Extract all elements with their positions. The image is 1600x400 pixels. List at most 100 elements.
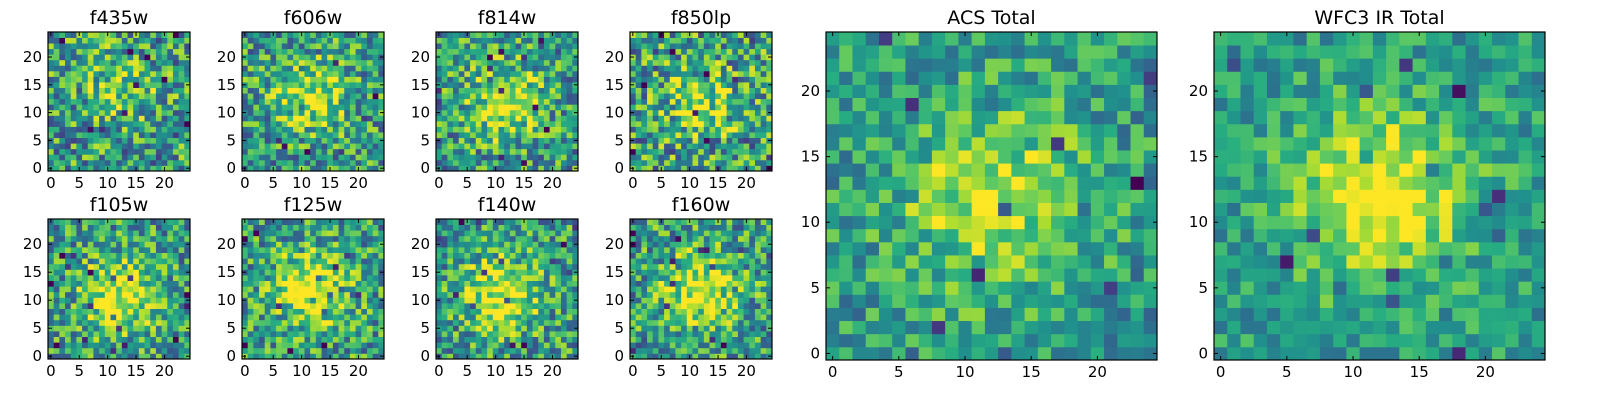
heatmap-cell — [315, 252, 322, 259]
heatmap-cell — [332, 342, 339, 349]
heatmap-cell — [259, 48, 266, 55]
heatmap-cell — [242, 308, 249, 315]
heatmap-cell — [247, 286, 254, 293]
heatmap-cell — [692, 336, 699, 343]
heatmap-cell — [504, 280, 511, 287]
heatmap-cell — [361, 291, 368, 298]
heatmap-cell — [566, 258, 573, 265]
heatmap-cell — [566, 230, 573, 237]
heatmap-cell — [76, 54, 83, 61]
heatmap-cell — [635, 104, 642, 111]
heatmap-cell — [99, 65, 106, 72]
heatmap-cell — [349, 115, 356, 122]
heatmap-cell — [658, 70, 665, 77]
heatmap-cell — [270, 54, 277, 61]
heatmap-cell — [104, 235, 111, 242]
heatmap-cell — [464, 308, 471, 315]
heatmap-cell — [270, 314, 277, 321]
heatmap-cell — [453, 347, 460, 354]
heatmap-cell — [332, 132, 339, 139]
heatmap-cell — [361, 319, 368, 326]
heatmap-cell — [310, 347, 317, 354]
heatmap-cell — [372, 303, 379, 309]
heatmap-cell — [65, 331, 72, 337]
heatmap-cell — [441, 252, 448, 259]
heatmap-cell — [48, 98, 55, 105]
heatmap-cell — [521, 104, 528, 111]
heatmap-cell — [138, 93, 145, 100]
heatmap-cell — [487, 93, 494, 100]
heatmap-cell — [298, 336, 305, 343]
heatmap-cell — [344, 93, 351, 100]
heatmap-cell — [372, 132, 379, 139]
heatmap-cell — [470, 314, 477, 321]
heatmap-cell — [247, 59, 254, 66]
heatmap-cell — [178, 37, 185, 44]
heatmap-cell — [172, 43, 180, 50]
heatmap-cell — [332, 37, 339, 44]
heatmap-cell — [315, 82, 322, 88]
heatmap-cell — [178, 115, 185, 122]
heatmap-cell — [526, 148, 533, 155]
x-tick-label: 5 — [268, 362, 278, 380]
heatmap-cell — [65, 241, 72, 248]
heatmap-cell — [675, 37, 682, 44]
heatmap-cell — [264, 291, 271, 298]
heatmap-cell — [253, 269, 260, 276]
heatmap-cell — [453, 76, 460, 83]
heatmap-cell — [276, 297, 283, 304]
heatmap-cell — [515, 319, 522, 326]
heatmap-cell — [532, 120, 539, 127]
heatmap-cell — [293, 286, 300, 293]
heatmap-cell — [253, 347, 260, 354]
heatmap-cell — [310, 93, 317, 100]
heatmap-cell — [635, 120, 642, 127]
heatmap-cell — [675, 275, 682, 281]
heatmap-cell — [310, 286, 317, 293]
heatmap-cell — [630, 154, 637, 161]
heatmap-cell — [675, 286, 682, 293]
heatmap-cell — [172, 159, 180, 166]
heatmap-cell — [464, 115, 471, 122]
heatmap-cell — [259, 120, 266, 127]
heatmap-cell — [681, 48, 688, 55]
heatmap-cell — [498, 342, 505, 349]
heatmap-cell — [133, 331, 140, 337]
heatmap-cell — [133, 252, 140, 259]
heatmap-cell — [287, 252, 294, 259]
heatmap-cell — [355, 65, 362, 72]
heatmap-cell — [304, 115, 311, 122]
heatmap-cell — [59, 148, 66, 155]
heatmap-cell — [70, 104, 77, 111]
heatmap-cell — [259, 115, 266, 122]
heatmap-cell — [658, 148, 665, 155]
heatmap-cell — [161, 148, 168, 155]
heatmap-cell — [720, 32, 727, 38]
heatmap-cell — [372, 297, 379, 304]
heatmap-cell — [441, 59, 448, 66]
heatmap-cell — [766, 331, 773, 337]
heatmap-cell — [743, 126, 750, 133]
heatmap-cell — [492, 342, 499, 349]
heatmap-cell — [521, 48, 528, 55]
heatmap-cell — [293, 314, 300, 321]
heatmap-cell — [344, 137, 351, 144]
heatmap-cell — [167, 48, 174, 55]
heatmap-cell — [110, 224, 117, 231]
heatmap-cell — [447, 137, 454, 144]
heatmap-cell — [93, 159, 100, 166]
heatmap-cell — [355, 269, 362, 276]
heatmap-cell — [287, 286, 294, 293]
axes-frame — [435, 218, 579, 360]
heatmap-cell — [361, 48, 368, 55]
heatmap-cell — [566, 159, 573, 166]
heatmap-cell — [652, 120, 659, 127]
heatmap-cell — [543, 286, 550, 293]
heatmap-cell — [572, 319, 579, 326]
heatmap-cell — [264, 109, 271, 116]
heatmap-cell — [332, 82, 339, 88]
heatmap-cell — [538, 132, 545, 139]
heatmap-cell — [298, 235, 305, 242]
heatmap-cell — [475, 43, 482, 50]
heatmap-cell — [487, 109, 494, 116]
